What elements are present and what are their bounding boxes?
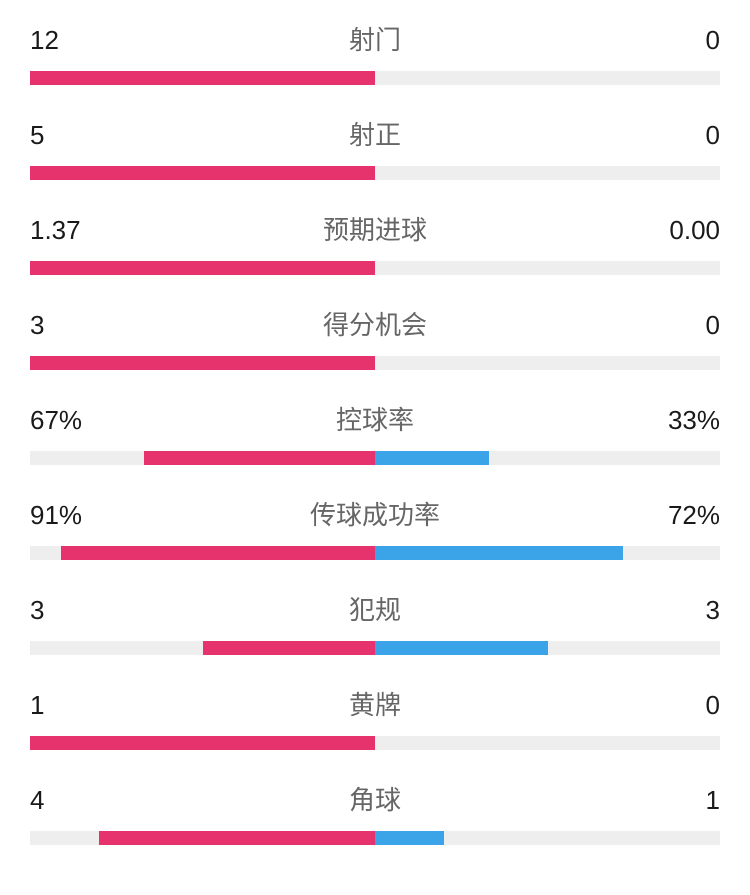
stat-label: 黄牌 <box>260 685 490 722</box>
stat-labels: 12射门0 <box>30 20 720 57</box>
stat-bar <box>30 641 720 655</box>
stat-bar-left-fill <box>30 71 375 85</box>
stat-bar <box>30 736 720 750</box>
stat-bar-left-half <box>30 546 375 560</box>
stat-row: 3犯规3 <box>30 590 720 655</box>
stat-row: 1黄牌0 <box>30 685 720 750</box>
stat-bar-right-half <box>375 451 720 465</box>
stat-bar-left-half <box>30 451 375 465</box>
stat-labels: 4角球1 <box>30 780 720 817</box>
stat-left-value: 1.37 <box>30 215 260 246</box>
stat-bar-left-fill <box>144 451 375 465</box>
stat-bar <box>30 356 720 370</box>
stat-row: 3得分机会0 <box>30 305 720 370</box>
stat-left-value: 67% <box>30 405 260 436</box>
stat-bar-left-fill <box>99 831 375 845</box>
stat-right-value: 1 <box>490 785 720 816</box>
stat-bar-right-half <box>375 71 720 85</box>
stat-right-value: 72% <box>490 500 720 531</box>
stat-bar-left-half <box>30 261 375 275</box>
stat-labels: 1.37预期进球0.00 <box>30 210 720 247</box>
stat-bar-left-fill <box>30 261 375 275</box>
stat-label: 传球成功率 <box>260 495 490 532</box>
stat-label: 得分机会 <box>260 305 490 342</box>
stat-row: 5射正0 <box>30 115 720 180</box>
stat-bar <box>30 831 720 845</box>
stat-bar-right-half <box>375 261 720 275</box>
stat-bar-right-fill <box>375 831 444 845</box>
stat-labels: 1黄牌0 <box>30 685 720 722</box>
match-stats-container: 12射门05射正01.37预期进球0.003得分机会067%控球率33%91%传… <box>30 20 720 845</box>
stat-label: 预期进球 <box>260 210 490 247</box>
stat-bar-left-half <box>30 831 375 845</box>
stat-bar-left-half <box>30 166 375 180</box>
stat-right-value: 3 <box>490 595 720 626</box>
stat-bar-left-fill <box>61 546 375 560</box>
stat-labels: 5射正0 <box>30 115 720 152</box>
stat-row: 67%控球率33% <box>30 400 720 465</box>
stat-label: 角球 <box>260 780 490 817</box>
stat-bar <box>30 451 720 465</box>
stat-bar-right-fill <box>375 451 489 465</box>
stat-left-value: 5 <box>30 120 260 151</box>
stat-row: 1.37预期进球0.00 <box>30 210 720 275</box>
stat-bar-left-half <box>30 736 375 750</box>
stat-label: 射门 <box>260 20 490 57</box>
stat-bar <box>30 546 720 560</box>
stat-label: 犯规 <box>260 590 490 627</box>
stat-right-value: 0.00 <box>490 215 720 246</box>
stat-row: 91%传球成功率72% <box>30 495 720 560</box>
stat-right-value: 0 <box>490 25 720 56</box>
stat-label: 控球率 <box>260 400 490 437</box>
stat-labels: 3得分机会0 <box>30 305 720 342</box>
stat-bar <box>30 261 720 275</box>
stat-bar-right-half <box>375 736 720 750</box>
stat-row: 12射门0 <box>30 20 720 85</box>
stat-bar-right-half <box>375 356 720 370</box>
stat-bar-left-fill <box>203 641 376 655</box>
stat-labels: 3犯规3 <box>30 590 720 627</box>
stat-bar-left-half <box>30 71 375 85</box>
stat-bar-right-half <box>375 166 720 180</box>
stat-labels: 67%控球率33% <box>30 400 720 437</box>
stat-left-value: 12 <box>30 25 260 56</box>
stat-left-value: 3 <box>30 595 260 626</box>
stat-bar-right-half <box>375 831 720 845</box>
stat-right-value: 0 <box>490 310 720 341</box>
stat-left-value: 4 <box>30 785 260 816</box>
stat-row: 4角球1 <box>30 780 720 845</box>
stat-label: 射正 <box>260 115 490 152</box>
stat-bar <box>30 166 720 180</box>
stat-left-value: 91% <box>30 500 260 531</box>
stat-bar-right-half <box>375 546 720 560</box>
stat-right-value: 0 <box>490 690 720 721</box>
stat-bar-left-half <box>30 356 375 370</box>
stat-bar-right-fill <box>375 641 548 655</box>
stat-right-value: 0 <box>490 120 720 151</box>
stat-bar-right-fill <box>375 546 623 560</box>
stat-left-value: 1 <box>30 690 260 721</box>
stat-bar-right-half <box>375 641 720 655</box>
stat-left-value: 3 <box>30 310 260 341</box>
stat-bar-left-fill <box>30 356 375 370</box>
stat-bar <box>30 71 720 85</box>
stat-labels: 91%传球成功率72% <box>30 495 720 532</box>
stat-bar-left-fill <box>30 736 375 750</box>
stat-bar-left-half <box>30 641 375 655</box>
stat-bar-left-fill <box>30 166 375 180</box>
stat-right-value: 33% <box>490 405 720 436</box>
